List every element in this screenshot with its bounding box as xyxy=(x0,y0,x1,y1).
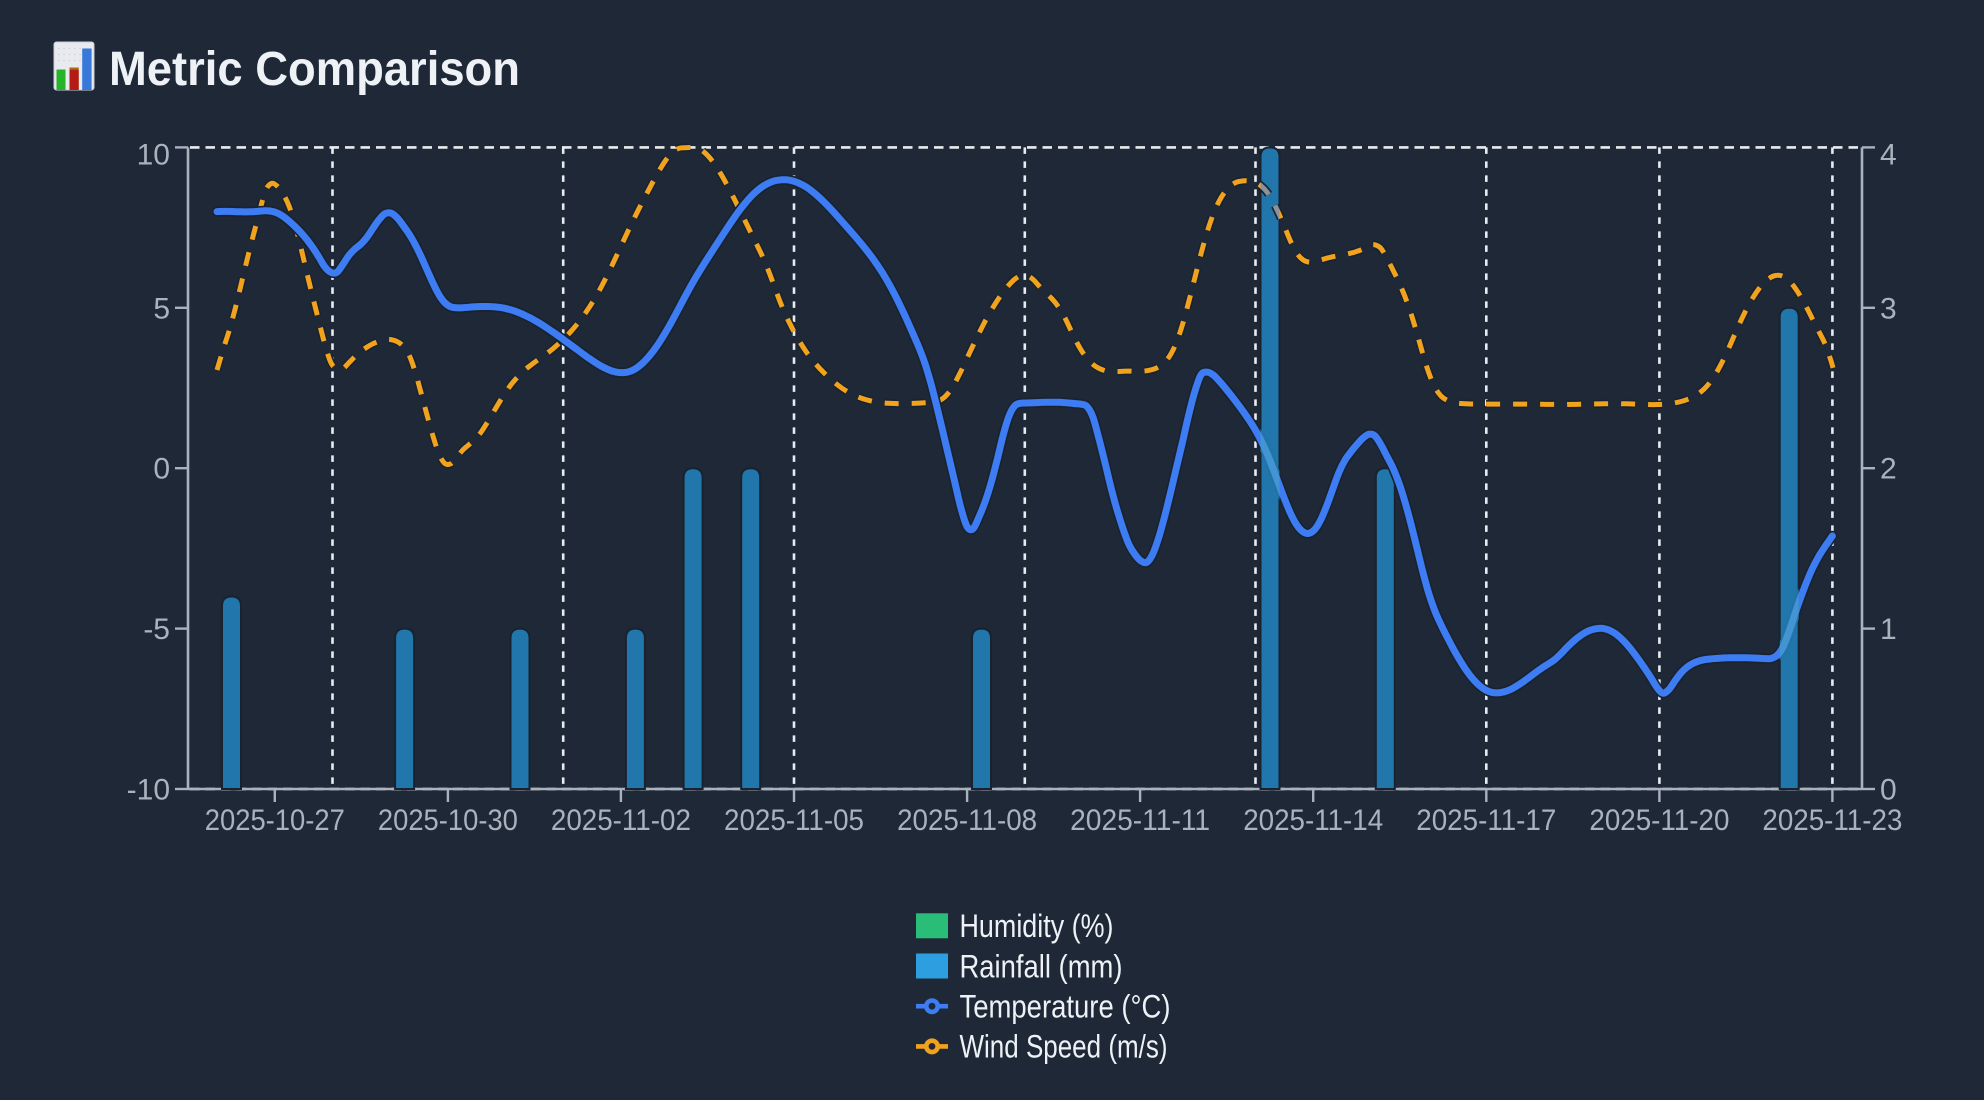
svg-text:2025-11-05: 2025-11-05 xyxy=(724,804,864,837)
svg-text:10: 10 xyxy=(137,138,170,171)
svg-text:5: 5 xyxy=(153,292,170,325)
svg-text:2025-11-23: 2025-11-23 xyxy=(1762,804,1902,837)
svg-text:2: 2 xyxy=(1880,453,1897,486)
svg-text:-5: -5 xyxy=(143,613,170,646)
svg-text:Temperature (°C): Temperature (°C) xyxy=(960,989,1171,1025)
svg-text:2025-10-30: 2025-10-30 xyxy=(378,804,518,837)
svg-text:3: 3 xyxy=(1880,292,1897,325)
svg-text:Wind Speed (m/s): Wind Speed (m/s) xyxy=(960,1029,1168,1065)
svg-text:2025-10-27: 2025-10-27 xyxy=(205,804,345,837)
svg-text:Humidity (%): Humidity (%) xyxy=(960,908,1114,944)
svg-text:2025-11-20: 2025-11-20 xyxy=(1589,804,1729,837)
svg-text:2025-11-08: 2025-11-08 xyxy=(897,804,1037,837)
svg-text:0: 0 xyxy=(153,453,170,486)
svg-text:-10: -10 xyxy=(127,774,170,807)
svg-text:1: 1 xyxy=(1880,613,1897,646)
svg-text:2025-11-14: 2025-11-14 xyxy=(1243,804,1383,837)
svg-text:2025-11-11: 2025-11-11 xyxy=(1070,804,1210,837)
svg-text:Rainfall (mm): Rainfall (mm) xyxy=(960,948,1123,984)
svg-text:Metric Comparison: Metric Comparison xyxy=(109,43,520,96)
svg-text:2025-11-17: 2025-11-17 xyxy=(1416,804,1556,837)
svg-text:0: 0 xyxy=(1880,774,1897,807)
svg-text:4: 4 xyxy=(1880,138,1897,171)
svg-text:2025-11-02: 2025-11-02 xyxy=(551,804,691,837)
